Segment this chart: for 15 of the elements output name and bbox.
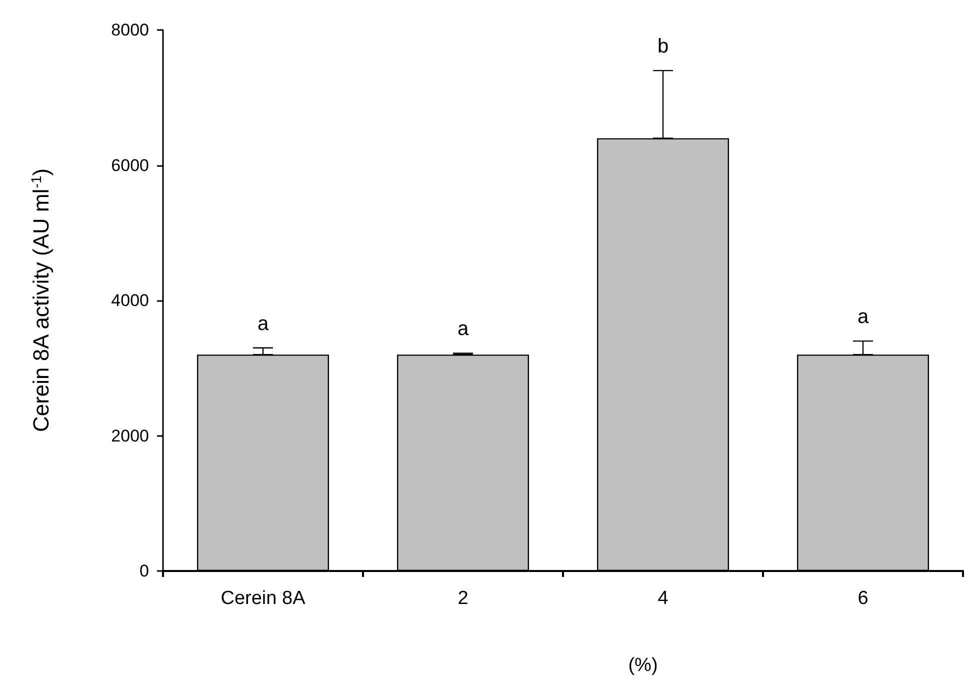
- y-axis-title: Cerein 8A activity (AU ml-1): [28, 168, 54, 432]
- annotation: a: [257, 312, 270, 335]
- y-tick-label: 6000: [111, 156, 149, 175]
- x-tick-label: 4: [658, 588, 669, 609]
- y-tick-label: 8000: [111, 20, 149, 40]
- annotation: b: [657, 36, 669, 58]
- x-tick-label: 2: [458, 588, 468, 609]
- annotation: a: [457, 318, 470, 340]
- y-tick-label: 2000: [111, 426, 149, 446]
- y-tick-label: 4000: [111, 291, 149, 310]
- annotation: a: [857, 306, 870, 328]
- y-tick-label: 0: [140, 562, 149, 580]
- x-tick-label: Cerein 8A: [220, 588, 306, 609]
- x-axis-title: (%): [628, 655, 658, 676]
- x-tick-label: 6: [858, 588, 868, 609]
